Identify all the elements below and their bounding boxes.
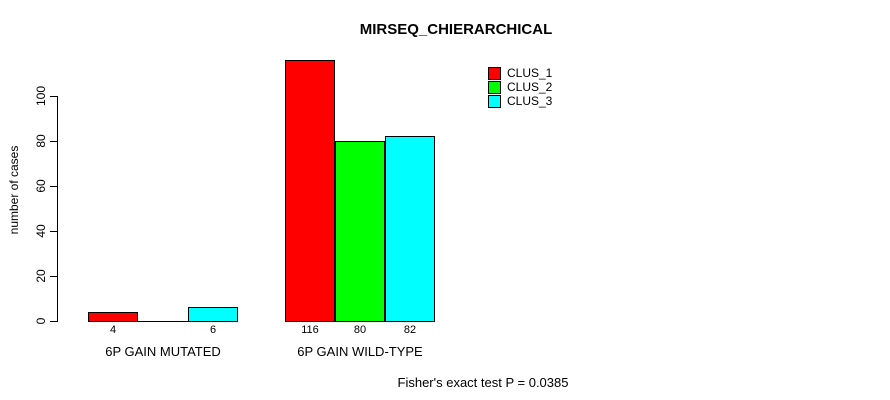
bar-clus-3-mutated	[188, 307, 238, 322]
legend: CLUS_1 CLUS_2 CLUS_3	[488, 66, 552, 108]
y-tick-label: 60	[34, 179, 48, 193]
y-axis-label: number of cases	[7, 145, 21, 235]
y-axis-line	[57, 96, 58, 322]
bar-value-label: 4	[109, 324, 117, 336]
bar-clus-1-mutated	[88, 312, 138, 322]
bar-value-label: 82	[403, 324, 417, 336]
bar-clus-2-wild-type	[335, 141, 385, 322]
y-tick-label: 80	[34, 134, 48, 148]
legend-item-clus-3: CLUS_3	[488, 94, 552, 108]
y-tick-label: 20	[34, 269, 48, 283]
bar-value-label: 80	[353, 324, 367, 336]
bar-clus-1-wild-type	[285, 60, 335, 322]
y-tick-label: 40	[34, 224, 48, 238]
legend-label-clus-1: CLUS_1	[507, 66, 553, 80]
y-tick-label: 0	[34, 317, 48, 325]
fisher-test-annotation: Fisher's exact test P = 0.0385	[397, 375, 569, 390]
bar-value-label: 116	[301, 324, 319, 336]
category-label-wild-type: 6P GAIN WILD-TYPE	[297, 344, 423, 359]
bar-value-label: 6	[209, 324, 217, 336]
y-axis-tick	[50, 276, 57, 277]
legend-swatch-clus-2	[488, 80, 501, 94]
y-tick-label: 100	[34, 85, 48, 107]
y-axis-tick	[50, 96, 57, 97]
y-axis-tick	[50, 186, 57, 187]
category-label-mutated: 6P GAIN MUTATED	[105, 344, 221, 359]
y-axis-tick	[50, 231, 57, 232]
y-axis-tick	[50, 141, 57, 142]
legend-swatch-clus-3	[488, 94, 501, 108]
chart-title: MIRSEQ_CHIERARCHICAL	[359, 21, 553, 38]
legend-label-clus-2: CLUS_2	[507, 80, 553, 94]
bar-clus-2-mutated-zero	[138, 321, 188, 322]
legend-item-clus-1: CLUS_1	[488, 66, 552, 80]
legend-item-clus-2: CLUS_2	[488, 80, 552, 94]
y-axis-tick	[50, 321, 57, 322]
bar-clus-3-wild-type	[385, 136, 435, 322]
legend-swatch-clus-1	[488, 66, 501, 80]
legend-label-clus-3: CLUS_3	[507, 94, 553, 108]
